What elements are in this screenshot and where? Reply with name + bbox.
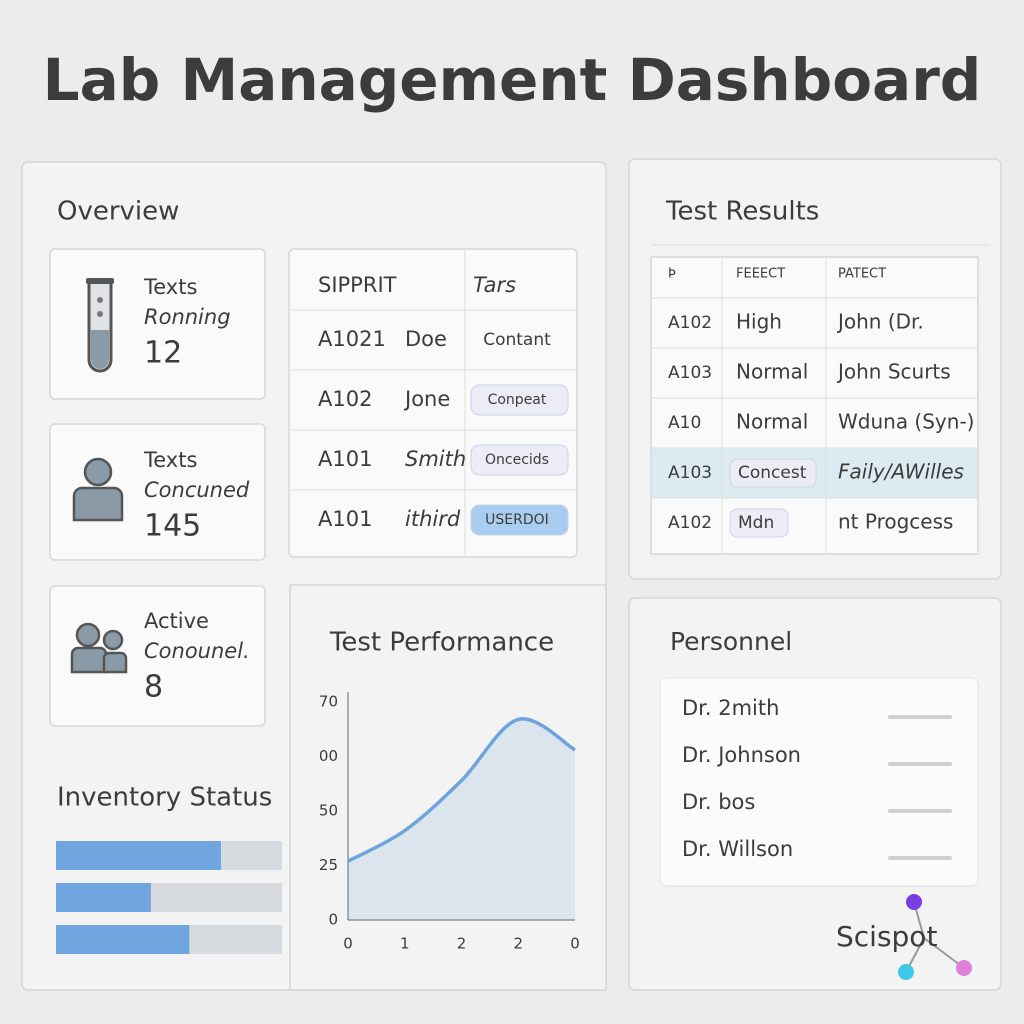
status-badge — [470, 444, 569, 476]
stat-label: Active — [144, 609, 209, 633]
page-title: Lab Management Dashboard — [43, 46, 982, 114]
result-cell: Mdn — [738, 513, 774, 533]
result-cell: A102 — [668, 313, 712, 333]
result-cell: A10 — [668, 413, 701, 433]
y-tick-label: 50 — [319, 802, 338, 820]
stat-value: 12 — [144, 336, 182, 371]
stat-label: Concuned — [144, 478, 250, 502]
sample-id: A101 — [318, 507, 372, 531]
sample-status: Oncecids — [485, 452, 549, 468]
x-tick-label: 1 — [400, 935, 410, 953]
y-tick-label: 0 — [328, 911, 338, 929]
stat-label: Texts — [143, 448, 197, 472]
column-header: FEEECT — [736, 267, 785, 282]
person-icon — [72, 457, 124, 522]
logo: Scispot — [836, 894, 972, 980]
stat-label: Conounel. — [144, 639, 250, 663]
result-cell: John Scurts — [836, 360, 951, 384]
stat-label: Ronning — [144, 305, 231, 329]
person-name: Dr. Johnson — [682, 743, 801, 767]
sample-name: Smith — [405, 447, 466, 471]
column-header: Þ — [668, 267, 676, 282]
sample-id: A102 — [318, 387, 372, 411]
status-badge — [470, 504, 569, 536]
sample-name: Doe — [405, 327, 447, 351]
section-title: Personnel — [670, 627, 792, 656]
y-tick-label: 00 — [319, 747, 338, 765]
result-badge — [729, 458, 817, 488]
results-table — [650, 256, 979, 555]
sample-status: USERDOI — [485, 512, 549, 528]
result-cell: nt Progcess — [838, 510, 953, 534]
bar — [56, 841, 221, 870]
result-cell: Wduna (Syn-) — [838, 410, 974, 434]
x-tick-label: 0 — [570, 935, 580, 953]
chart-title: Test Performance — [329, 628, 554, 658]
y-tick-label: 25 — [319, 856, 338, 874]
bar — [56, 883, 151, 912]
result-cell: A103 — [668, 463, 712, 483]
test-tube-icon — [86, 278, 114, 373]
sample-id: A1021 — [318, 327, 386, 351]
sample-name: ithird — [405, 507, 461, 531]
result-cell: A102 — [668, 513, 712, 533]
stat-card — [49, 423, 266, 561]
person-name: Dr. Willson — [682, 837, 793, 861]
sample-id: A101 — [318, 447, 372, 471]
section-title: Test Results — [665, 197, 819, 227]
stat-value: 8 — [144, 670, 163, 705]
area — [348, 718, 575, 920]
result-cell: Concest — [738, 463, 807, 483]
section-title: Overview — [57, 197, 179, 227]
status-badge — [470, 384, 569, 416]
column-header: PATECT — [838, 267, 886, 282]
bar — [56, 925, 190, 954]
result-cell: John (Dr. — [836, 310, 924, 334]
result-cell: Normal — [736, 410, 808, 434]
x-tick-label: 2 — [513, 935, 523, 953]
result-cell: A103 — [668, 363, 712, 383]
personnel-list — [659, 677, 979, 887]
sample-status: Contant — [483, 330, 551, 350]
x-tick-label: 0 — [343, 935, 353, 953]
stat-label: Texts — [143, 275, 197, 299]
sample-name: Jone — [403, 387, 450, 411]
person-name: Dr. bos — [682, 790, 755, 814]
line — [347, 717, 576, 863]
section-title: Inventory Status — [57, 783, 272, 813]
group-icon — [70, 622, 128, 674]
result-cell: High — [736, 310, 782, 334]
person-name: Dr. 2mith — [682, 696, 779, 720]
stat-value: 145 — [144, 509, 201, 544]
column-header: Tars — [473, 273, 516, 297]
stat-card — [49, 585, 266, 727]
samples-table — [288, 248, 578, 558]
logo-text: Scispot — [836, 920, 937, 953]
y-tick-label: 70 — [319, 693, 338, 711]
result-cell: Faily/AWilles — [838, 460, 964, 484]
x-tick-label: 2 — [457, 935, 467, 953]
result-cell: Normal — [736, 360, 808, 384]
sample-status: Conpeat — [488, 392, 547, 408]
column-header: SIPPRIT — [318, 273, 397, 297]
result-badge — [729, 508, 789, 538]
